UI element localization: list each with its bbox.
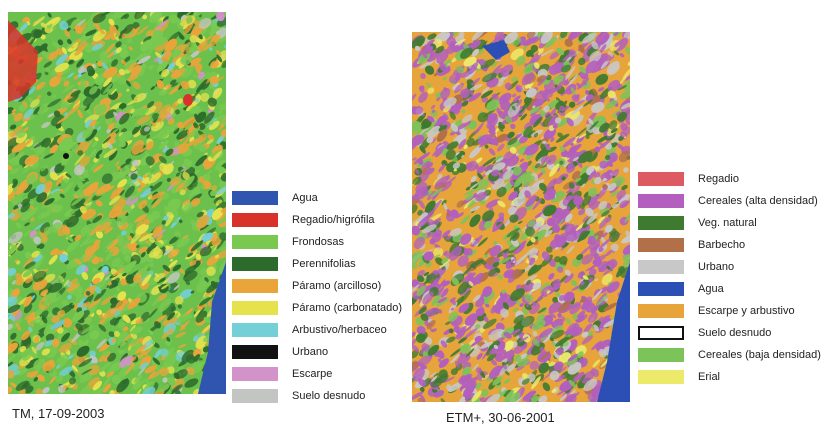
legend-label: Escarpe y arbustivo <box>698 305 795 317</box>
legend-swatch <box>232 323 278 337</box>
legend-label: Escarpe <box>292 368 333 380</box>
legend-etm: Regadio Cereales (alta densidad) Veg. natu… <box>638 168 821 388</box>
legend-item: Veg. natural <box>638 212 821 234</box>
legend-swatch <box>232 213 278 227</box>
legend-swatch <box>232 389 278 403</box>
legend-label: Páramo (carbonatado) <box>292 302 403 314</box>
legend-swatch <box>638 260 684 274</box>
legend-item: Agua <box>638 278 821 300</box>
legend-item: Erial <box>638 366 821 388</box>
classification-map-tm <box>8 12 226 394</box>
legend-item: Urbano <box>232 341 402 363</box>
legend-item: Frondosas <box>232 231 402 253</box>
legend-item: Escarpe <box>232 363 402 385</box>
legend-label: Páramo (arcilloso) <box>292 280 382 292</box>
legend-label: Regadio <box>698 173 739 185</box>
legend-label: Suelo desnudo <box>292 390 366 402</box>
legend-swatch <box>638 304 684 318</box>
legend-item: Páramo (arcilloso) <box>232 275 402 297</box>
legend-label: Suelo desnudo <box>698 327 772 339</box>
legend-label: Frondosas <box>292 236 344 248</box>
legend-label: Agua <box>698 283 724 295</box>
legend-item: Escarpe y arbustivo <box>638 300 821 322</box>
legend-item: Cereales (baja densidad) <box>638 344 821 366</box>
legend-item: Suelo desnudo <box>232 385 402 407</box>
legend-label: Arbustivo/herbaceo <box>292 324 387 336</box>
classification-map-etm <box>412 32 630 402</box>
legend-item: Regadio/higrófila <box>232 209 402 231</box>
legend-label: Erial <box>698 371 721 383</box>
legend-swatch <box>232 301 278 315</box>
legend-swatch <box>638 282 684 296</box>
legend-label: Barbecho <box>698 239 746 251</box>
legend-swatch <box>232 257 278 271</box>
legend-swatch <box>638 194 684 208</box>
legend-swatch <box>638 370 684 384</box>
legend-item: Cereales (alta densidad) <box>638 190 821 212</box>
legend-label: Regadio/higrófila <box>292 214 375 226</box>
legend-item: Urbano <box>638 256 821 278</box>
legend-swatch <box>638 326 684 340</box>
map-texture-tm <box>8 12 226 394</box>
caption-tm: TM, 17-09-2003 <box>12 406 105 421</box>
legend-swatch <box>638 238 684 252</box>
map-texture-etm <box>412 32 630 402</box>
legend-item: Regadio <box>638 168 821 190</box>
legend-label: Perennifolias <box>292 258 356 270</box>
legend-item: Perennifolias <box>232 253 402 275</box>
legend-swatch <box>232 235 278 249</box>
legend-label: Veg. natural <box>698 217 757 229</box>
legend-item: Arbustivo/herbaceo <box>232 319 402 341</box>
legend-label: Cereales (baja densidad) <box>698 349 821 361</box>
legend-swatch <box>638 348 684 362</box>
legend-item: Suelo desnudo <box>638 322 821 344</box>
legend-swatch <box>638 216 684 230</box>
legend-label: Agua <box>292 192 318 204</box>
legend-item: Agua <box>232 187 402 209</box>
legend-swatch <box>232 279 278 293</box>
legend-label: Cereales (alta densidad) <box>698 195 818 207</box>
legend-label: Urbano <box>292 346 329 358</box>
caption-etm: ETM+, 30-06-2001 <box>446 410 555 425</box>
legend-swatch <box>232 367 278 381</box>
legend-swatch <box>638 172 684 186</box>
legend-item: Barbecho <box>638 234 821 256</box>
legend-tm: Agua Regadio/higrófila Frondosas Perennifol… <box>232 187 402 407</box>
legend-item: Páramo (carbonatado) <box>232 297 402 319</box>
legend-swatch <box>232 345 278 359</box>
legend-label: Urbano <box>698 261 735 273</box>
legend-swatch <box>232 191 278 205</box>
